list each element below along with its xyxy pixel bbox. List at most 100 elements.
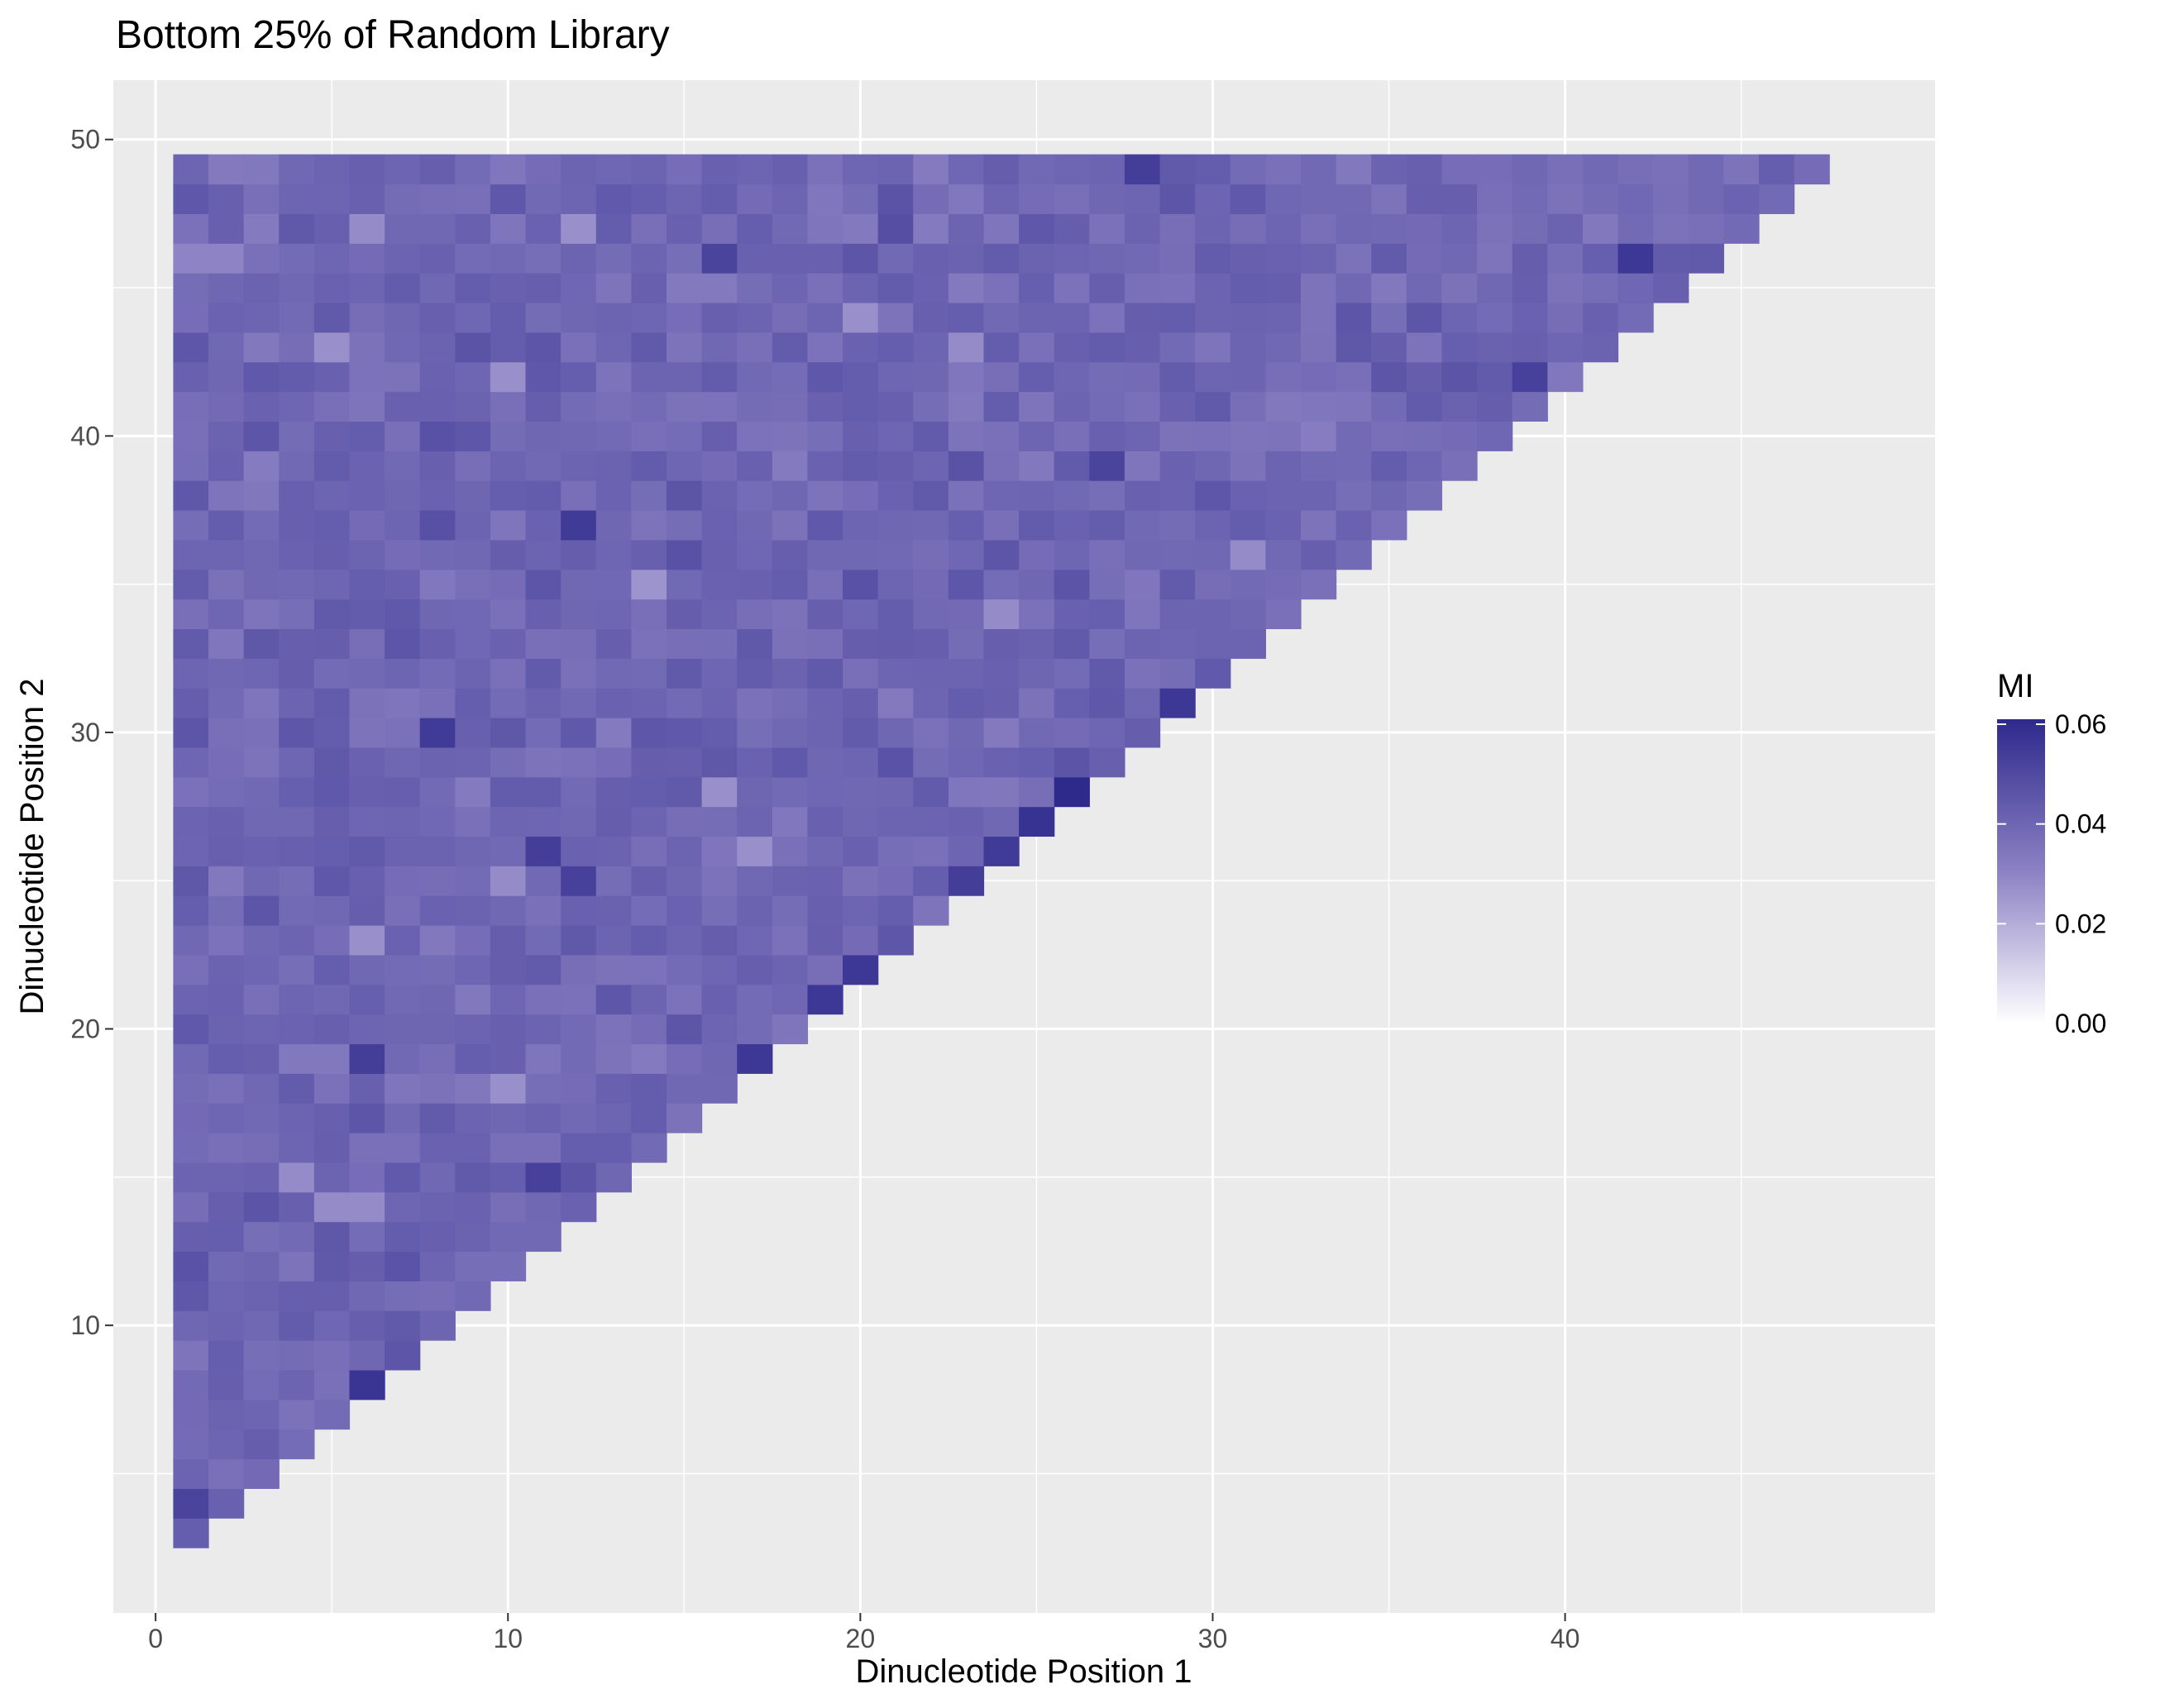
heatmap-cell <box>595 213 632 244</box>
heatmap-cell <box>1582 273 1619 303</box>
heatmap-cell <box>1159 273 1196 303</box>
heatmap-cell <box>1159 332 1196 363</box>
heatmap-cell <box>948 480 985 511</box>
heatmap-cell <box>1265 243 1302 274</box>
heatmap-cell <box>913 273 949 303</box>
legend-tick-label: 0.02 <box>2055 909 2106 938</box>
heatmap-cell <box>243 628 280 659</box>
heatmap-cell <box>561 599 597 630</box>
heatmap-cell <box>666 628 703 659</box>
heatmap-cell <box>1195 273 1231 303</box>
heatmap-cell <box>737 836 773 866</box>
heatmap-cell <box>807 658 843 689</box>
heatmap-cell <box>279 1429 315 1460</box>
heatmap-cell <box>1371 154 1407 185</box>
heatmap-cell <box>843 302 879 333</box>
heatmap-cell <box>701 1043 738 1074</box>
heatmap-cell <box>385 569 421 600</box>
heatmap-cell <box>490 895 527 926</box>
heatmap-cell <box>173 154 209 185</box>
heatmap-cell <box>1265 599 1302 630</box>
heatmap-cell <box>208 421 245 451</box>
heatmap-cell <box>666 954 703 985</box>
heatmap-cell <box>948 332 985 363</box>
heatmap-cell <box>1300 213 1337 244</box>
heatmap-cell <box>595 688 632 718</box>
heatmap-cell <box>208 1043 245 1074</box>
heatmap-cell <box>1054 332 1090 363</box>
heatmap-cell <box>313 718 351 748</box>
heatmap-cell <box>1336 332 1372 363</box>
heatmap-cell <box>772 1014 809 1045</box>
heatmap-cell <box>913 718 949 748</box>
heatmap-cell <box>631 1103 667 1133</box>
heatmap-cell <box>737 539 773 570</box>
chart-title: Bottom 25% of Random Library <box>116 13 670 57</box>
heatmap-cell <box>313 925 351 956</box>
heatmap-cell <box>807 688 843 718</box>
heatmap-cell <box>525 539 562 570</box>
heatmap-cell <box>772 806 809 837</box>
heatmap-cell <box>631 569 667 600</box>
heatmap-cell <box>1019 509 1055 541</box>
heatmap-cell <box>1371 480 1407 511</box>
heatmap-cell <box>1300 421 1337 451</box>
heatmap-cell <box>313 539 351 570</box>
heatmap-cell <box>313 866 351 896</box>
heatmap-cell <box>737 451 773 481</box>
heatmap-cell <box>983 628 1020 659</box>
heatmap-cell <box>561 628 597 659</box>
heatmap-cell <box>1230 302 1266 333</box>
heatmap-cell <box>419 628 456 659</box>
heatmap-cell <box>666 895 703 926</box>
heatmap-cell <box>595 332 632 363</box>
heatmap-cell <box>631 718 667 748</box>
heatmap-cell <box>807 776 843 808</box>
heatmap-cell <box>1300 539 1337 570</box>
heatmap-cell <box>279 984 315 1015</box>
heatmap-cell <box>243 776 280 808</box>
heatmap-cell <box>490 361 527 393</box>
heatmap-cell <box>701 806 738 837</box>
heatmap-cell <box>385 1340 421 1371</box>
heatmap-cell <box>313 1340 351 1371</box>
heatmap-cell <box>243 332 280 363</box>
heatmap-cell <box>948 184 985 214</box>
heatmap-cell <box>490 480 527 511</box>
heatmap-cell <box>525 658 562 689</box>
heatmap-cell <box>173 1429 209 1460</box>
heatmap-cell <box>843 213 879 244</box>
heatmap-cell <box>313 1310 351 1341</box>
heatmap-cell <box>1406 480 1443 511</box>
heatmap-cell <box>948 509 985 541</box>
heatmap-cell <box>1441 391 1478 422</box>
heatmap-cell <box>948 599 985 630</box>
heatmap-cell <box>173 836 209 866</box>
legend-tick-label: 0.06 <box>2055 709 2106 739</box>
heatmap-cell <box>279 391 315 422</box>
heatmap-cell <box>173 480 209 511</box>
x-axis-title: Dinucleotide Position 1 <box>856 1653 1192 1690</box>
heatmap-cell <box>173 954 209 985</box>
heatmap-cell <box>349 984 385 1015</box>
heatmap-cell <box>208 1488 245 1519</box>
heatmap-cell <box>631 154 667 185</box>
heatmap-cell <box>807 273 843 303</box>
heatmap-cell <box>349 213 385 244</box>
heatmap-cell <box>455 1191 491 1223</box>
heatmap-cell <box>1089 747 1125 778</box>
heatmap-cell <box>807 509 843 541</box>
heatmap-cell <box>877 509 914 541</box>
heatmap-cell <box>1089 391 1125 422</box>
heatmap-cell <box>525 747 562 778</box>
heatmap-cell <box>385 421 421 451</box>
heatmap-cell <box>807 154 843 185</box>
heatmap-cell <box>1688 243 1724 274</box>
heatmap-cell <box>1089 569 1125 600</box>
heatmap-cell <box>877 213 914 244</box>
heatmap-cell <box>455 1221 491 1252</box>
heatmap-cell <box>1124 332 1161 363</box>
heatmap-cell <box>1336 421 1372 451</box>
heatmap-cell <box>1547 243 1584 274</box>
heatmap-cell <box>243 1281 280 1311</box>
